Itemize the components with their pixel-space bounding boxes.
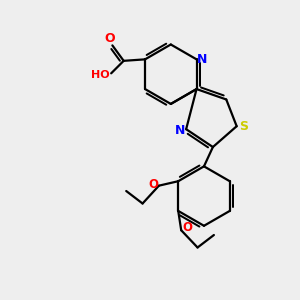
Text: N: N [174,124,185,137]
Text: HO: HO [91,70,109,80]
Text: O: O [183,221,193,234]
Text: N: N [197,53,207,66]
Text: O: O [148,178,159,191]
Text: S: S [239,120,248,133]
Text: O: O [105,32,115,45]
